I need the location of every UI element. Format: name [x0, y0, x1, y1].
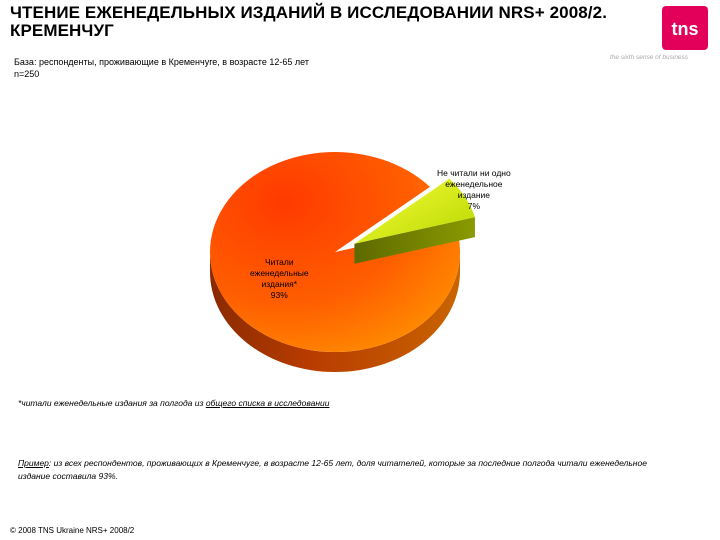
- pie-chart: [210, 152, 475, 372]
- title-line-2: КРЕМЕНЧУГ: [10, 21, 114, 40]
- tagline: the sixth sense of business: [610, 54, 689, 61]
- slice-side-readers: [210, 252, 460, 372]
- slice-label-readers: Читали еженедельные издания* 93%: [250, 257, 309, 301]
- slice-nonreaders: [354, 178, 475, 244]
- example-note: Пример: из всех респондентов, проживающи…: [18, 457, 658, 483]
- slice-label-nonreaders-line2: еженедельное: [445, 179, 503, 189]
- example-text: : из всех респондентов, проживающих в Кр…: [18, 458, 647, 481]
- tns-logo: tns: [662, 6, 708, 50]
- footnote-prefix: *читали еженедельные издания за полгода …: [18, 398, 206, 408]
- footer-copyright: © 2008 TNS Ukraine NRS+ 2008/2: [10, 526, 135, 535]
- slice-label-nonreaders-line1: Не читали ни одно: [437, 168, 511, 178]
- base-description: База: респонденты, проживающие в Кременч…: [14, 56, 309, 80]
- slice-label-readers-line3: издания*: [261, 279, 298, 289]
- logo-text: tns: [672, 19, 699, 39]
- slice-value-readers: 93%: [270, 290, 288, 300]
- base-line-2: n=250: [14, 69, 40, 79]
- page-title: ЧТЕНИЕ ЕЖЕНЕДЕЛЬНЫХ ИЗДАНИЙ В ИССЛЕДОВАН…: [10, 4, 690, 40]
- footnote-link: общего списка в исследовании: [205, 398, 330, 408]
- slice-readers: [210, 152, 460, 352]
- slice-side-nonreaders: [354, 217, 475, 264]
- base-line-1: База: респонденты, проживающие в Кременч…: [14, 57, 309, 67]
- example-label: Пример: [18, 458, 49, 468]
- slice-value-nonreaders: 7%: [467, 201, 481, 211]
- slice-label-nonreaders: Не читали ни одно еженедельное издание 7…: [437, 168, 511, 212]
- title-line-1: ЧТЕНИЕ ЕЖЕНЕДЕЛЬНЫХ ИЗДАНИЙ В ИССЛЕДОВАН…: [10, 3, 608, 22]
- slice-label-readers-line2: еженедельные: [250, 268, 309, 278]
- slice-label-readers-line1: Читали: [264, 257, 294, 267]
- slice-label-nonreaders-line3: издание: [457, 190, 491, 200]
- footnote: *читали еженедельные издания за полгода …: [18, 398, 329, 408]
